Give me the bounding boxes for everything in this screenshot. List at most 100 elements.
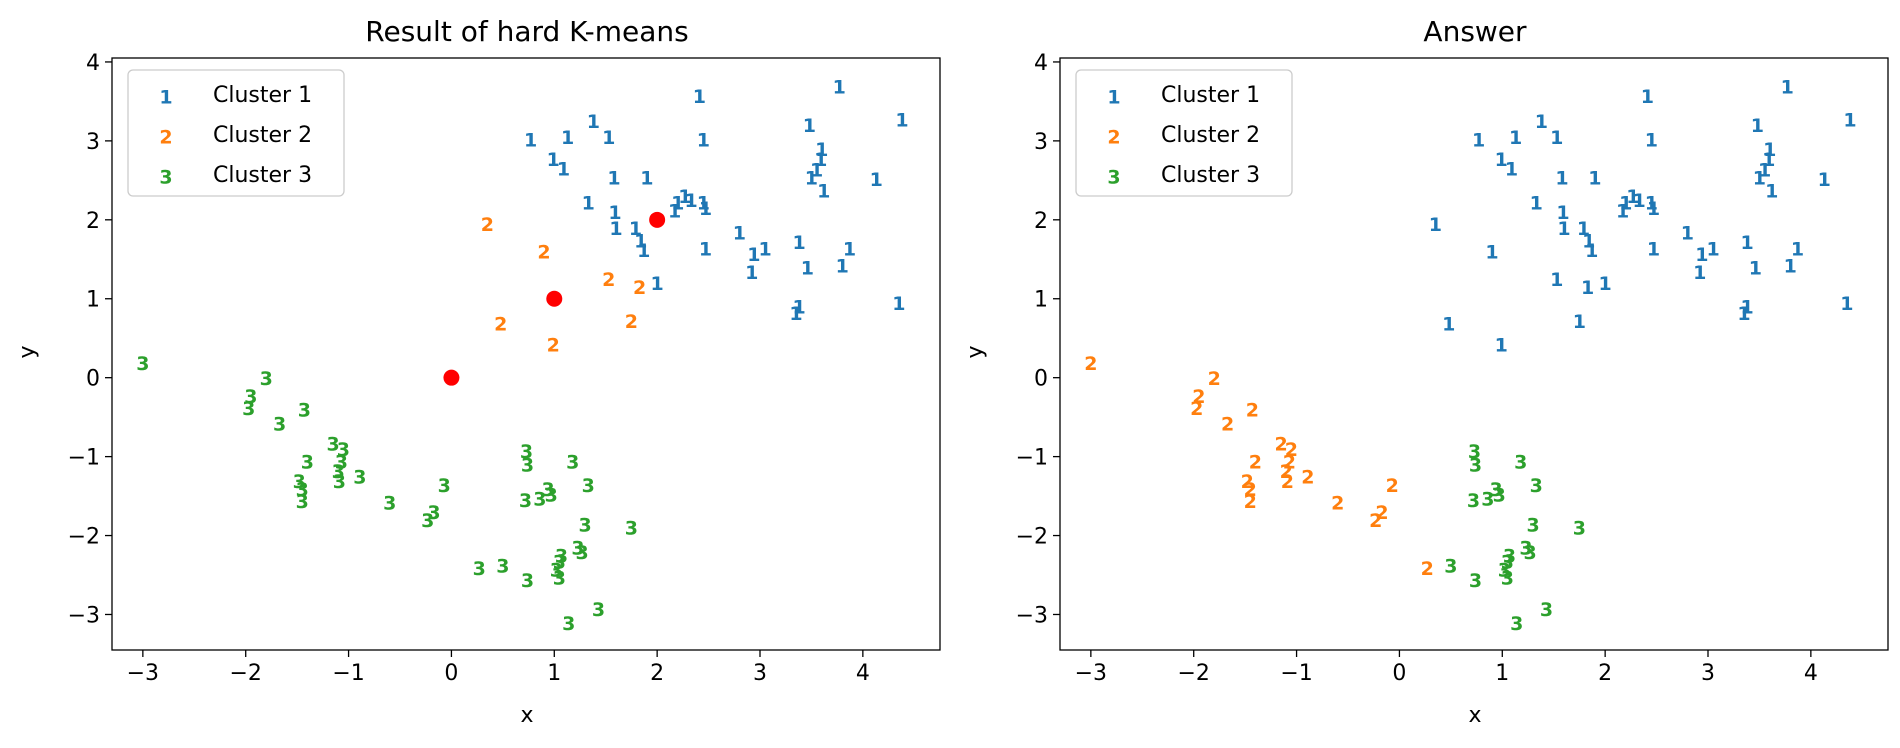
data-point: 3: [571, 537, 584, 559]
data-point: 1: [1530, 193, 1543, 215]
data-point: 3: [519, 490, 532, 512]
data-point: 3: [553, 567, 566, 589]
data-point: 2: [1084, 353, 1097, 375]
data-point: 2: [625, 311, 638, 333]
data-point: 3: [242, 398, 255, 420]
data-point: 2: [1301, 466, 1314, 488]
data-point: 1: [1749, 257, 1762, 279]
y-tick-label: −2: [1016, 525, 1048, 550]
data-point: 1: [1495, 335, 1508, 357]
data-point: 1: [1485, 241, 1498, 263]
data-point: 2: [1249, 451, 1262, 473]
data-point: 3: [553, 552, 566, 574]
data-point: 2: [1275, 433, 1288, 455]
data-point: 1: [870, 169, 883, 191]
legend-label: Cluster 1: [1161, 83, 1260, 108]
data-point: 3: [520, 441, 533, 463]
y-tick-label: 3: [1034, 130, 1048, 155]
legend-label: Cluster 3: [1161, 163, 1260, 188]
x-axis-label: x: [520, 703, 533, 728]
data-point: 1: [1509, 127, 1522, 149]
data-point: 2: [633, 277, 646, 299]
legend-marker: 2: [159, 127, 172, 149]
legend-box: [1075, 69, 1293, 197]
data-point: 3: [1444, 556, 1457, 578]
data-point: 1: [1740, 297, 1753, 319]
data-point: 3: [353, 466, 366, 488]
data-point: 3: [332, 461, 345, 483]
data-point: 3: [496, 556, 509, 578]
data-point: 3: [1523, 542, 1536, 564]
data-point: 1: [1619, 193, 1632, 215]
data-point: 1: [1765, 181, 1778, 203]
data-point: 1: [1753, 167, 1766, 189]
y-axis-label: y: [963, 345, 988, 358]
data-point: 1: [1577, 218, 1590, 240]
data-point: 1: [747, 244, 760, 266]
x-tick-label: 4: [1804, 661, 1818, 686]
data-point: 1: [1781, 76, 1794, 98]
x-tick-label: 2: [1598, 661, 1612, 686]
x-tick-label: 0: [444, 661, 458, 686]
data-point: 1: [1442, 313, 1455, 335]
data-point: 2: [1192, 386, 1205, 408]
data-point: 1: [1535, 111, 1548, 133]
data-point: 3: [625, 518, 638, 540]
legend-label: Cluster 2: [213, 123, 312, 148]
x-tick-label: 4: [856, 661, 870, 686]
data-point: 2: [537, 241, 550, 263]
data-point: 1: [587, 111, 600, 133]
data-point: 1: [1599, 273, 1612, 295]
data-point: 3: [521, 455, 534, 477]
y-axis-label: y: [15, 345, 40, 358]
x-tick-label: −2: [229, 661, 261, 686]
data-point: 1: [1681, 223, 1694, 245]
data-point: 3: [555, 545, 568, 567]
data-point: 3: [592, 599, 605, 621]
data-point: 2: [1331, 492, 1344, 514]
y-tick-label: −1: [1016, 446, 1048, 471]
data-point: 3: [582, 475, 595, 497]
data-point: 1: [789, 303, 802, 325]
y-tick-label: 4: [86, 51, 100, 76]
data-point: 1: [1582, 230, 1595, 252]
data-point: 3: [136, 353, 149, 375]
axes-frame: [1059, 57, 1889, 651]
data-point: 1: [792, 232, 805, 254]
data-point: 3: [545, 485, 558, 507]
y-tick-label: 0: [1034, 367, 1048, 392]
data-point: 1: [1495, 149, 1508, 171]
data-point: 3: [293, 471, 306, 493]
centroid-point: [546, 290, 563, 307]
data-point: 2: [1375, 502, 1388, 524]
data-point: 1: [1616, 200, 1629, 222]
data-point: 1: [668, 200, 681, 222]
data-point: 1: [1550, 127, 1563, 149]
y-tick-label: 3: [86, 130, 100, 155]
x-tick-label: 0: [1392, 661, 1406, 686]
data-point: 1: [1647, 198, 1660, 220]
y-tick-label: 2: [86, 209, 100, 234]
data-point: 1: [1472, 129, 1485, 151]
data-point: 1: [792, 297, 805, 319]
data-point: 3: [566, 451, 579, 473]
data-point: 3: [1501, 552, 1514, 574]
data-point: 3: [427, 502, 440, 524]
data-point: 3: [1503, 545, 1516, 567]
data-point: 1: [1645, 129, 1658, 151]
legend-marker: 2: [1107, 127, 1120, 149]
data-point: 3: [1489, 479, 1502, 501]
legend-label: Cluster 2: [1161, 123, 1260, 148]
y-tick-label: 1: [1034, 288, 1048, 313]
data-point: 1: [892, 293, 905, 315]
data-point: 1: [1626, 186, 1639, 208]
x-tick-label: 1: [547, 661, 561, 686]
data-point: 2: [1244, 491, 1257, 513]
data-point: 1: [582, 193, 595, 215]
y-tick-label: −1: [68, 446, 100, 471]
data-point: 1: [634, 230, 647, 252]
data-point: 1: [1693, 262, 1706, 284]
centroid-point: [649, 211, 666, 228]
data-point: 1: [810, 159, 823, 181]
data-point: 1: [602, 127, 615, 149]
